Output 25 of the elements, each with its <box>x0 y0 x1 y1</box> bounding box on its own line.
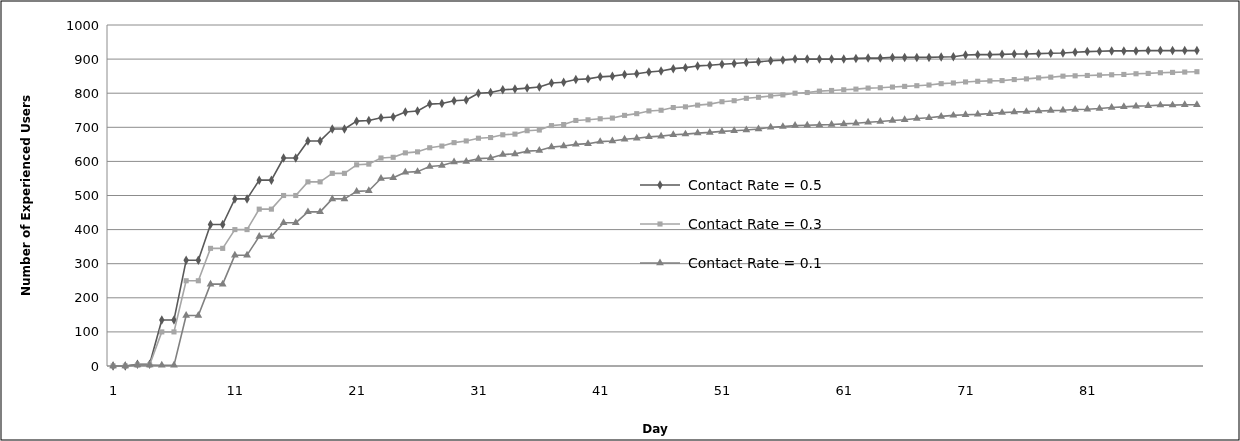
legend-label: Contact Rate = 0.3 <box>688 215 822 232</box>
y-axis-title: Number of Experienced Users <box>19 94 33 297</box>
x-tick-label: 11 <box>226 383 244 398</box>
legend-label: Contact Rate = 0.1 <box>688 254 822 271</box>
x-tick-label: 81 <box>1079 383 1096 398</box>
y-tick-label: 400 <box>74 222 99 238</box>
y-tick-label: 900 <box>74 51 99 67</box>
y-tick-label: 200 <box>74 290 99 306</box>
y-tick-label: 100 <box>74 324 99 340</box>
y-tick-label: 800 <box>74 85 99 101</box>
x-tick-label: 51 <box>713 383 731 398</box>
x-tick-label: 21 <box>348 383 365 398</box>
legend-label: Contact Rate = 0.5 <box>688 176 822 193</box>
y-tick-label: 700 <box>74 119 99 135</box>
x-axis-title: Day <box>642 422 668 436</box>
y-tick-label: 600 <box>74 153 99 169</box>
x-tick-label: 61 <box>835 383 853 398</box>
y-tick-label: 0 <box>90 358 99 374</box>
x-tick-label: 31 <box>470 383 487 398</box>
y-tick-label: 300 <box>74 256 99 272</box>
y-tick-label: 500 <box>74 188 99 204</box>
x-tick-label: 71 <box>957 383 974 398</box>
x-tick-label: 1 <box>108 383 118 398</box>
y-tick-label: 1000 <box>65 17 99 33</box>
x-tick-label: 41 <box>591 383 609 398</box>
